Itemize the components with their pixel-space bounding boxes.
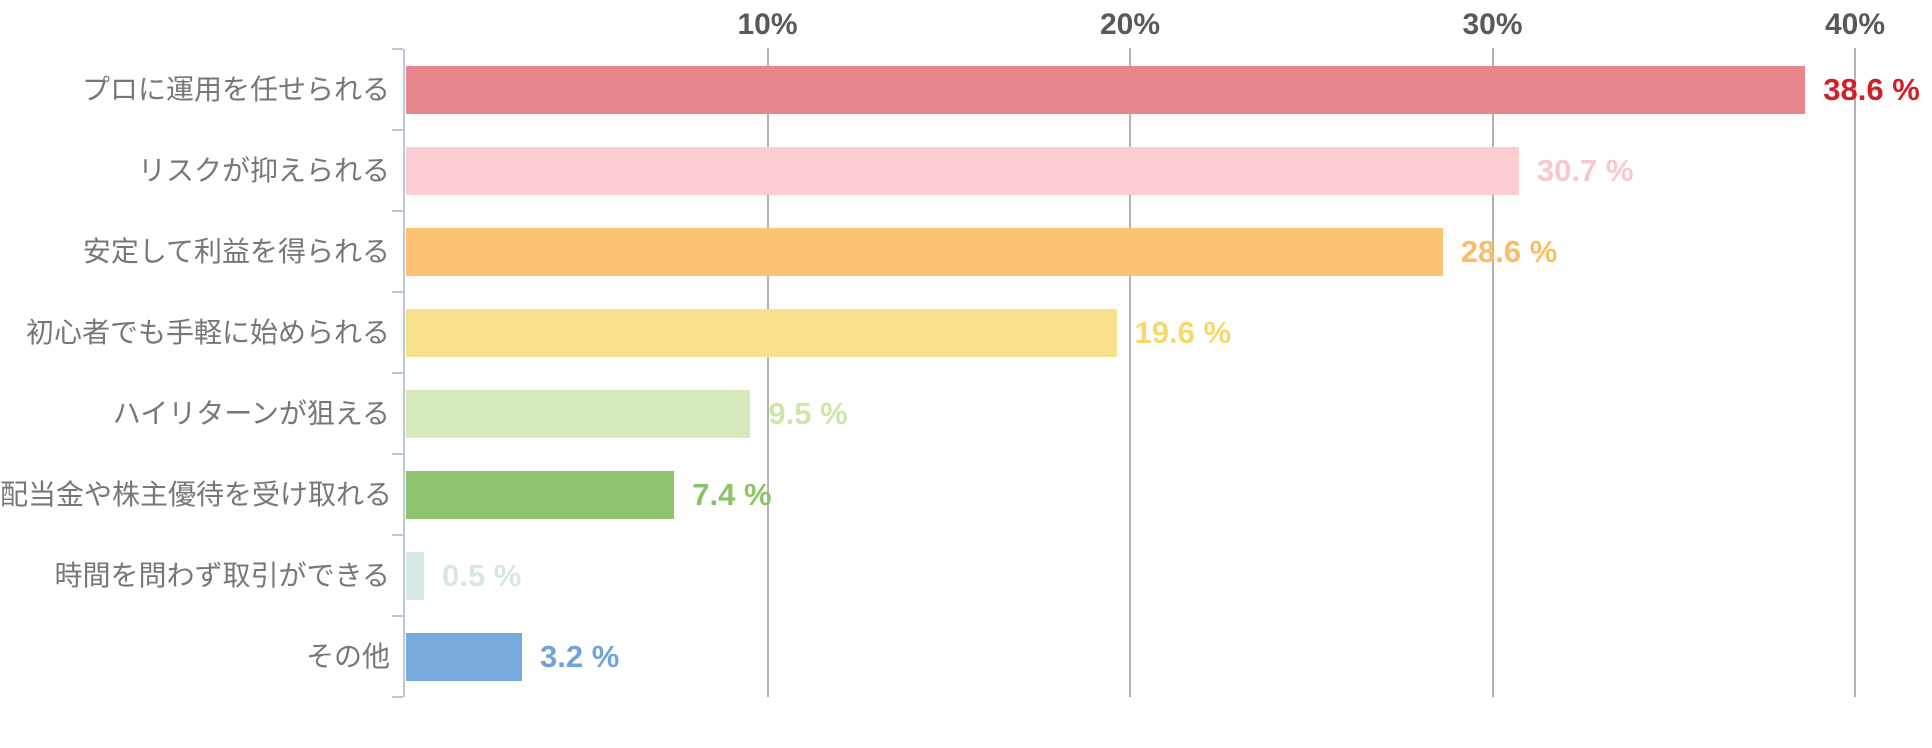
category-label: プロに運用を任せられる [81,73,390,105]
category-label: その他 [305,640,390,672]
bar [406,632,522,681]
y-axis-tick [392,696,403,698]
x-tick-label: 30% [1462,8,1523,41]
gridline [1854,48,1856,697]
y-axis-tick [392,615,403,617]
gridline [1129,48,1131,697]
category-label: 初心者でも手軽に始められる [25,316,390,348]
y-axis-tick [392,48,403,50]
category-label: 配当金や株主優待を受け取れる [0,478,393,510]
category-label: リスクが抑えられる [137,154,390,186]
y-axis-tick [392,453,403,455]
bar [406,470,675,519]
category-label: ハイリターンが狙える [112,397,390,429]
value-label: 7.4 % [692,476,772,512]
bar [406,227,1443,276]
bar [406,389,751,438]
value-label: 30.7 % [1536,152,1634,188]
x-tick-label: 40% [1824,8,1886,41]
value-label: 19.6 % [1134,314,1232,350]
bar [406,146,1519,195]
value-label: 3.2 % [540,638,620,674]
y-axis-tick [392,372,403,374]
value-label: 9.5 % [768,395,848,431]
gridline [1491,48,1494,697]
value-label: 0.5 % [442,557,522,593]
value-label: 28.6 % [1460,233,1558,269]
x-tick-label: 10% [737,8,798,41]
y-axis-tick [392,534,403,536]
y-axis-tick [392,210,403,212]
x-tick-label: 20% [1099,8,1161,41]
y-axis-line [403,49,405,697]
bar [406,551,425,600]
gridline [766,48,769,697]
value-label: 38.6 % [1823,71,1920,107]
y-axis-tick [392,291,403,293]
category-label: 時間を問わず取引ができる [54,559,390,591]
bar [406,65,1806,114]
category-label: 安定して利益を得られる [82,235,390,267]
y-axis-tick [392,129,403,131]
bar [406,308,1117,357]
